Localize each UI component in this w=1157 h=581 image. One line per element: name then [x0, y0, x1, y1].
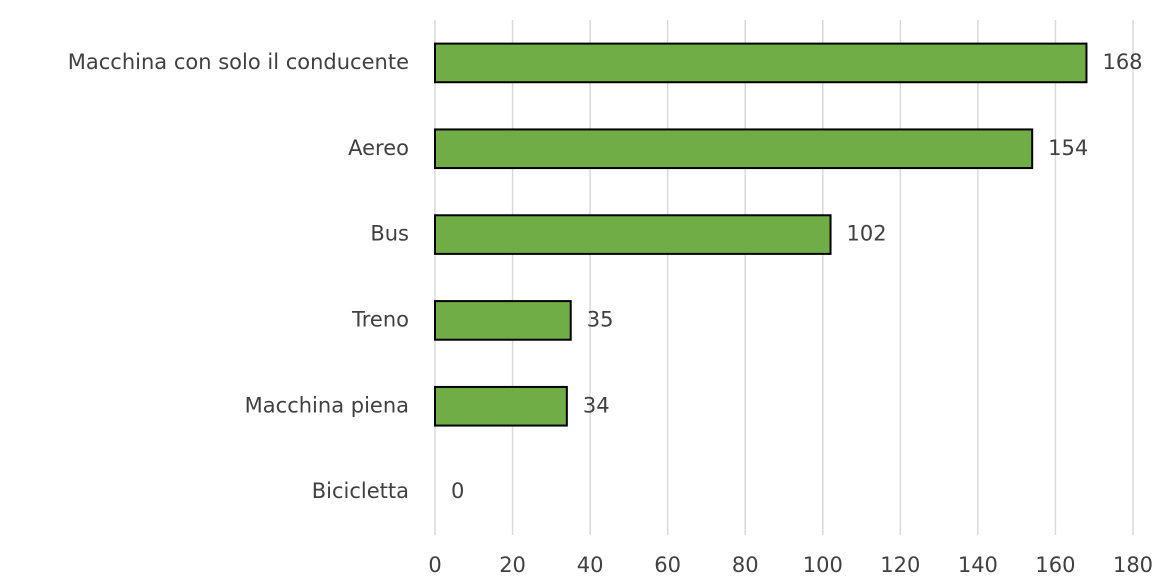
x-tick-label: 120 [880, 553, 920, 577]
x-tick-label: 160 [1035, 553, 1075, 577]
bar [434, 385, 568, 427]
y-tick-label: Treno [351, 307, 409, 331]
data-label: 102 [847, 222, 887, 246]
x-tick-label: 180 [1113, 553, 1153, 577]
x-tick-label: 0 [428, 553, 441, 577]
y-tick-label: Aereo [348, 136, 409, 160]
data-label: 168 [1102, 50, 1142, 74]
y-tick-label: Macchina con solo il conducente [68, 50, 409, 74]
data-label: 34 [583, 393, 610, 417]
bar [434, 42, 1088, 84]
x-tick-label: 100 [803, 553, 843, 577]
x-tick-label: 20 [499, 553, 526, 577]
y-tick-label: Bus [370, 222, 409, 246]
bar [434, 214, 832, 255]
x-tick-label: 60 [654, 553, 681, 577]
bar [434, 300, 572, 341]
data-label: 0 [451, 479, 464, 503]
y-tick-label: Bicicletta [312, 479, 409, 503]
data-label: 154 [1048, 136, 1088, 160]
y-tick-label: Macchina piena [245, 393, 409, 417]
x-tick-label: 40 [577, 553, 604, 577]
x-tick-label: 140 [958, 553, 998, 577]
data-label: 35 [587, 307, 614, 331]
bar [434, 128, 1034, 170]
x-tick-label: 80 [732, 553, 759, 577]
